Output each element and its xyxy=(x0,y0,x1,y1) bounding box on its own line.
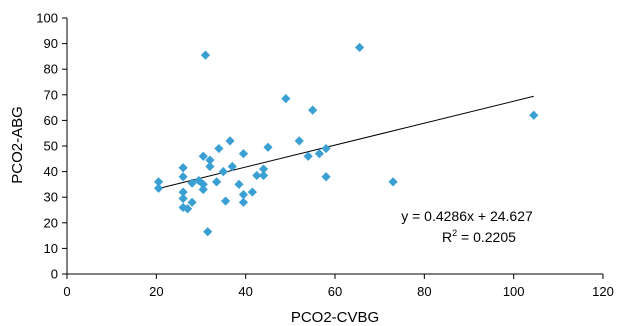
trendline xyxy=(158,95,534,189)
data-point xyxy=(183,204,193,214)
y-tick-label: 20 xyxy=(44,215,58,230)
data-point xyxy=(198,151,208,161)
data-point xyxy=(198,179,208,189)
x-tick-label: 80 xyxy=(417,284,431,299)
data-point xyxy=(200,50,211,60)
data-point xyxy=(388,177,398,187)
data-point xyxy=(178,172,188,182)
r-squared-label: R2 = 0.2205 xyxy=(442,228,516,245)
data-point xyxy=(178,163,188,173)
y-tick-label: 10 xyxy=(44,241,58,256)
data-point xyxy=(252,170,262,181)
data-point xyxy=(321,143,331,154)
y-tick-label: 90 xyxy=(44,36,58,51)
data-point xyxy=(218,167,228,177)
data-point xyxy=(303,151,313,161)
data-point xyxy=(214,143,224,154)
x-tick-label: 40 xyxy=(238,284,252,299)
x-axis-ticks: 0 20 40 60 80 100 120 xyxy=(63,274,614,299)
y-axis-title: PCO2-ABG xyxy=(9,106,26,184)
data-point xyxy=(220,196,231,206)
data-point xyxy=(153,183,164,193)
data-point xyxy=(321,172,331,182)
data-point xyxy=(234,179,244,189)
data-point xyxy=(247,187,257,197)
data-point xyxy=(187,178,197,188)
data-point xyxy=(238,149,249,159)
x-tick-label: 60 xyxy=(328,284,342,299)
data-point xyxy=(187,197,197,207)
data-points xyxy=(153,42,539,237)
data-point xyxy=(308,105,318,115)
data-point xyxy=(281,94,291,104)
data-point xyxy=(529,110,539,120)
data-point xyxy=(258,164,269,174)
x-tick-label: 120 xyxy=(592,284,614,299)
data-point xyxy=(198,184,208,195)
y-tick-label: 70 xyxy=(44,87,58,102)
data-point xyxy=(354,42,365,53)
y-tick-label: 50 xyxy=(44,139,58,154)
data-point xyxy=(225,136,235,146)
data-point xyxy=(153,177,164,187)
y-tick-label: 30 xyxy=(44,190,58,205)
y-tick-label: 0 xyxy=(51,267,58,282)
data-point xyxy=(205,161,215,172)
data-point xyxy=(263,142,273,152)
y-tick-label: 40 xyxy=(44,164,58,179)
y-axis-ticks: 0 10 20 30 40 50 60 70 80 90 100 xyxy=(36,11,67,282)
y-tick-label: 60 xyxy=(44,113,58,128)
x-tick-label: 0 xyxy=(63,284,70,299)
data-point xyxy=(178,187,188,197)
data-point xyxy=(212,177,222,187)
data-point xyxy=(178,193,188,204)
x-tick-label: 100 xyxy=(503,284,525,299)
data-point xyxy=(205,155,215,165)
trendline-equation: y = 0.4286x + 24.627 xyxy=(401,208,533,224)
data-point xyxy=(203,227,213,237)
y-tick-label: 100 xyxy=(36,11,58,26)
data-point xyxy=(227,161,237,172)
data-point xyxy=(258,170,269,181)
data-point xyxy=(238,197,249,207)
x-tick-label: 20 xyxy=(149,284,163,299)
x-axis-title: PCO2-CVBG xyxy=(291,309,379,326)
data-point xyxy=(294,136,304,146)
y-tick-label: 80 xyxy=(44,62,58,77)
data-point xyxy=(314,149,324,159)
data-point xyxy=(238,190,249,200)
